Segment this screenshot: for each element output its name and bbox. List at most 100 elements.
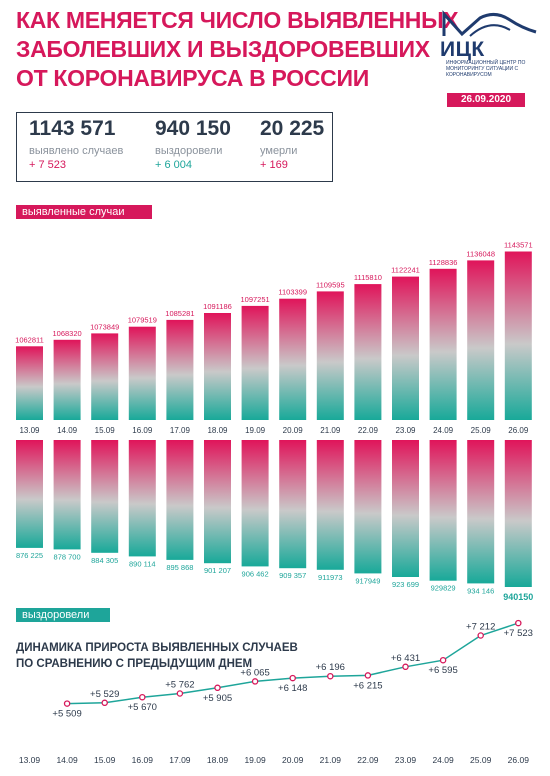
stat-value: 940 150 [155, 117, 231, 140]
line-chart-subtitle: ДИНАМИКА ПРИРОСТА ВЫЯВЛЕННЫХ СЛУЧАЕВ ПО … [16, 640, 298, 672]
data-point-increment [251, 678, 259, 685]
data-label-increment: +6 148 [278, 683, 307, 694]
stat-delta: + 7 523 [29, 159, 67, 171]
data-label-cases: 1062811 [15, 335, 44, 344]
tick-label-date: 17.09 [170, 426, 191, 435]
tick-label-date: 20.09 [282, 755, 304, 765]
tick-label-date: 26.09 [508, 426, 529, 435]
bar-recovered [128, 440, 156, 557]
data-label-cases: 1109595 [316, 280, 345, 289]
bar-cases [429, 268, 457, 420]
data-label-recovered: 890 114 [129, 559, 156, 568]
bar-cases [16, 346, 43, 420]
data-point-increment [289, 674, 296, 682]
bar-cases [204, 313, 231, 420]
tick-label-date: 14.09 [56, 755, 78, 765]
data-point-increment [214, 684, 221, 692]
title-line: ЗАБОЛЕВШИХ И ВЫЗДОРОВЕВШИХ [16, 36, 430, 62]
tick-label-date: 25.09 [470, 755, 492, 765]
bar-recovered [504, 440, 532, 587]
data-label-cases: 1068320 [52, 329, 81, 338]
data-label-increment: +6 196 [316, 662, 345, 673]
stat-label: умерли [260, 145, 298, 157]
data-point-increment [515, 619, 522, 627]
data-label-cases: 1097251 [240, 295, 269, 304]
cases-tag: выявленные случаи [16, 205, 152, 219]
tick-label-date: 24.09 [432, 755, 454, 765]
data-label-recovered: 917949 [355, 576, 380, 585]
tick-label-date: 18.09 [207, 755, 229, 765]
stat-delta: + 6 004 [155, 159, 193, 171]
tick-label-date: 23.09 [395, 755, 417, 765]
data-label-increment: +5 529 [90, 689, 119, 700]
bar-cases [392, 276, 419, 420]
tick-label-date: 22.09 [358, 426, 379, 435]
data-point-increment [327, 672, 334, 680]
data-label-cases: 1122241 [391, 266, 420, 275]
logo-text: ИЦК [440, 38, 485, 61]
data-label-cases: 1136048 [466, 249, 495, 258]
logo-icon [442, 10, 537, 37]
tick-label-date: 26.09 [508, 755, 530, 765]
data-point-increment [63, 700, 71, 707]
bar-recovered [429, 440, 457, 581]
tick-label-date: 20.09 [283, 426, 304, 435]
bar-recovered [91, 440, 119, 553]
bar-recovered [204, 440, 231, 564]
data-point-increment [477, 632, 484, 639]
data-label-increment: +5 670 [128, 702, 157, 713]
stat-label: выявлено случаев [29, 145, 124, 157]
data-point-increment [139, 693, 146, 701]
data-label-increment: +7 523 [504, 628, 533, 639]
data-label-increment: +5 905 [203, 693, 232, 704]
tick-label-date: 19.09 [244, 755, 266, 765]
data-label-cases: 1091186 [203, 302, 232, 311]
title-line: ОТ КОРОНАВИРУСА В РОССИИ [16, 65, 369, 91]
tick-label-date: 16.09 [132, 426, 153, 435]
bar-recovered [53, 440, 81, 550]
data-label-cases: 1143571 [504, 241, 533, 250]
stat-deaths: 20 225 умерли + 169 [260, 117, 324, 171]
tick-label-date: 19.09 [245, 426, 266, 435]
bar-recovered [279, 440, 307, 569]
stat-label: выздоровели [155, 145, 223, 157]
data-label-increment: +6 065 [240, 667, 269, 678]
data-label-cases: 1085281 [165, 309, 194, 318]
bar-cases [91, 333, 119, 420]
data-label-recovered: 901 207 [204, 566, 231, 575]
tick-label-date: 16.09 [132, 755, 154, 765]
bar-cases [504, 251, 532, 420]
tick-label-date: 23.09 [395, 426, 416, 435]
tick-label-date: 25.09 [471, 426, 492, 435]
bar-cases [166, 319, 194, 420]
data-label-recovered: 876 225 [16, 551, 43, 560]
data-label-recovered: 929829 [431, 584, 456, 593]
tick-label-date: 17.09 [169, 755, 191, 765]
data-label-increment: +5 762 [165, 680, 194, 691]
date-badge: 26.09.2020 [447, 93, 525, 107]
data-label-increment: +5 509 [52, 709, 81, 720]
data-label-cases: 1103399 [278, 288, 307, 297]
data-label-recovered: 923 699 [392, 580, 419, 589]
tick-label-date: 14.09 [57, 426, 78, 435]
subtitle-line: ДИНАМИКА ПРИРОСТА ВЫЯВЛЕННЫХ СЛУЧАЕВ [16, 642, 298, 654]
data-label-increment: +6 431 [391, 653, 420, 664]
stat-value: 1143 571 [29, 117, 116, 140]
data-point-increment [402, 663, 409, 671]
tick-label-date: 21.09 [320, 755, 342, 765]
stat-cases: 1143 571 выявлено случаев + 7 523 [29, 117, 123, 171]
tick-label-date: 24.09 [433, 426, 454, 435]
bar-recovered [354, 440, 382, 574]
data-label-cases: 1115810 [354, 273, 382, 282]
tick-label-date: 13.09 [19, 755, 41, 765]
subtitle-line: ПО СРАВНЕНИЮ С ПРЕДЫДУЩИМ ДНЕМ [16, 658, 253, 670]
tick-label-date: 13.09 [19, 426, 40, 435]
data-point-increment [176, 690, 184, 697]
data-label-recovered: 911973 [318, 573, 342, 582]
bar-recovered [467, 440, 495, 584]
tick-label-date: 15.09 [94, 755, 116, 765]
data-point-increment [101, 699, 108, 707]
data-label-recovered: 934 146 [467, 586, 494, 595]
data-label-recovered: 884 305 [91, 556, 118, 565]
